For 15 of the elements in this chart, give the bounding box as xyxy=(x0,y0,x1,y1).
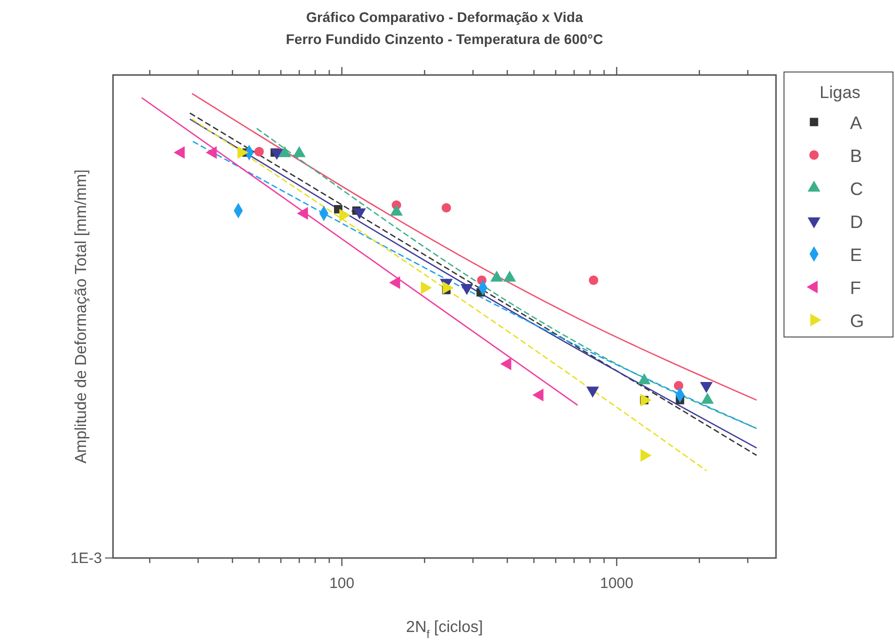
x-axis-title: 2N$_{f}$ [ciclos] xyxy=(406,619,483,641)
legend-label: F xyxy=(850,278,861,298)
text: 1E-3 xyxy=(70,550,102,567)
legend-label: D xyxy=(850,212,863,232)
legend-label: E xyxy=(850,245,862,265)
x-tick-label: 100 xyxy=(329,575,354,592)
y-axis-title: Amplitude de Deformação Total [mm/mm] xyxy=(73,169,90,464)
legend-label: B xyxy=(850,146,862,166)
legend-title: Ligas xyxy=(820,83,860,102)
chart-subtitle: Ferro Fundido Cinzento - Temperatura de 600°C xyxy=(286,31,604,47)
x-tick-label: 1000 xyxy=(600,575,634,592)
legend-label: A xyxy=(850,113,862,133)
chart-title: Gráfico Comparativo - Deformação x Vida xyxy=(306,9,584,25)
legend-label: C xyxy=(850,179,863,199)
legend-label: G xyxy=(850,311,864,331)
